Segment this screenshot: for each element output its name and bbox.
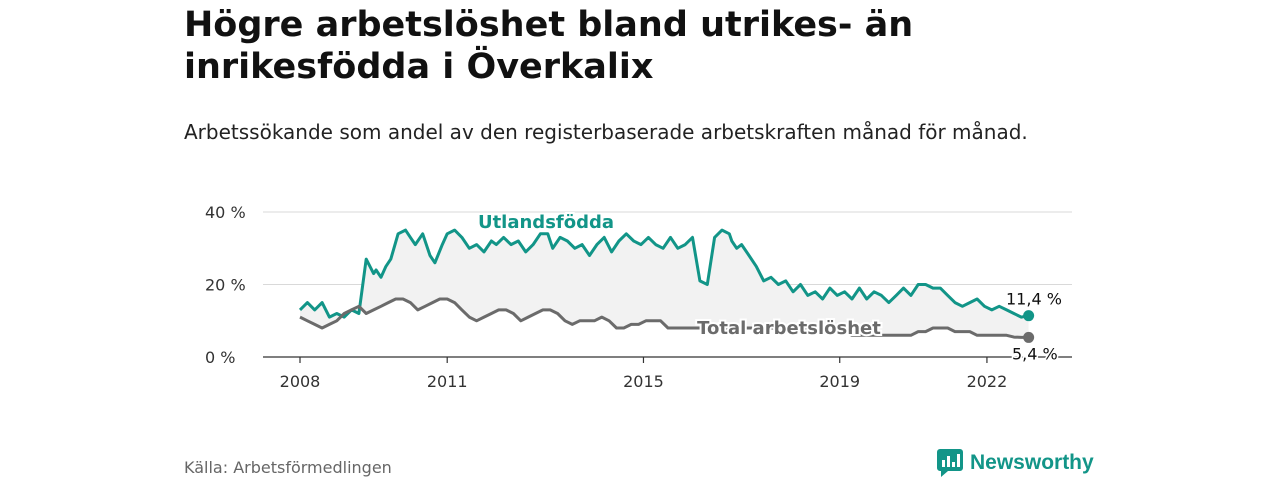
series-labels: Utlandsfödda Total arbetslöshet 11,4 % 5,4 … [476, 210, 1063, 365]
end-value-utlandsfodda: 11,4 % [1006, 290, 1062, 309]
series-line-utlandsfodda [298, 228, 1029, 319]
x-tick-label: 2019 [819, 372, 860, 391]
source-note: Källa: Arbetsförmedlingen [184, 458, 392, 477]
series-lines [298, 228, 1035, 343]
chart-subtitle: Arbetssökande som andel av den registerb… [184, 120, 1028, 144]
x-tick-label: 2015 [623, 372, 664, 391]
brand-name: Newsworthy [970, 451, 1094, 474]
x-tick-label: 2022 [967, 372, 1008, 391]
y-tick-label: 0 % [205, 348, 235, 367]
y-tick-label: 20 % [205, 276, 246, 295]
axes: 0 % 20 % 40 % 2008 2011 2015 2019 2022 [205, 203, 1072, 391]
y-tick-label: 40 % [205, 203, 246, 222]
line-chart: 0 % 20 % 40 % 2008 2011 2015 2019 2022 Utlandsf… [205, 203, 1072, 391]
series-line-total [299, 297, 1029, 339]
chart-title: Högre arbetslöshet bland utrikes- än inr… [184, 5, 914, 87]
x-tick-label: 2008 [280, 372, 321, 391]
newsworthy-icon [937, 449, 963, 477]
gap-area [300, 230, 1029, 338]
end-point-utlandsfodda [1023, 310, 1035, 322]
series-label-utlandsfodda: Utlandsfödda [478, 212, 614, 233]
end-point-total [1023, 331, 1035, 343]
brand-logo[interactable]: Newsworthy [937, 449, 1094, 477]
end-value-total: 5,4 % [1012, 344, 1058, 363]
x-tick-label: 2011 [427, 372, 468, 391]
series-label-total: Total arbetslöshet [697, 318, 881, 339]
